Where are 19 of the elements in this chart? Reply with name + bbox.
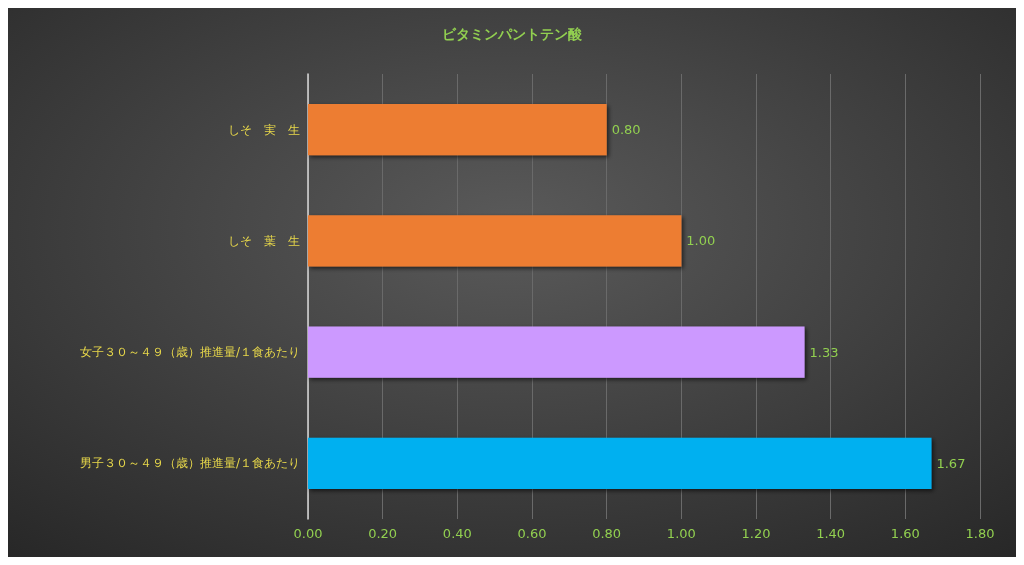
- x-tick-label: 0.60: [517, 526, 547, 541]
- x-tick-label: 0.00: [293, 526, 323, 541]
- x-tick-label: 1.20: [741, 526, 771, 541]
- x-tick-label: 0.20: [368, 526, 398, 541]
- x-tick-label: 1.80: [965, 526, 995, 541]
- x-tick-label: 1.60: [890, 526, 920, 541]
- y-tick-label: しそ 実 生: [228, 122, 300, 137]
- y-tick-label: しそ 葉 生: [228, 233, 300, 248]
- y-tick-label: 女子３０～４９（歳）推進量/１食あたり: [79, 345, 300, 360]
- y-tick-label: 男子３０～４９（歳）推進量/１食あたり: [79, 456, 300, 471]
- data-label: 1.67: [936, 455, 966, 471]
- data-label: 0.80: [611, 122, 641, 138]
- chart-title: ビタミンパントテン酸: [442, 26, 583, 42]
- x-tick-label: 1.00: [666, 526, 696, 541]
- x-tick-label: 0.80: [592, 526, 622, 541]
- data-label: 1.33: [809, 344, 839, 360]
- x-tick-label: 0.40: [442, 526, 472, 541]
- data-label: 1.00: [686, 233, 716, 249]
- x-tick-label: 1.40: [816, 526, 846, 541]
